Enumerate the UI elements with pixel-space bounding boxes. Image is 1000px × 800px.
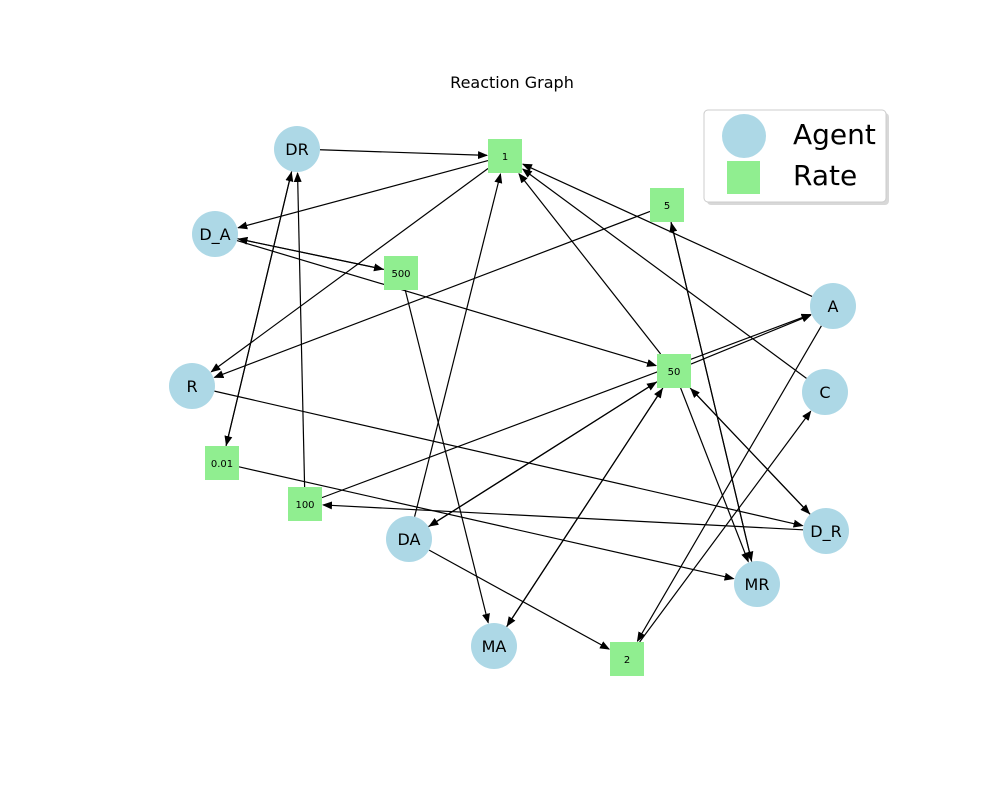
node-label: 1 [502,152,508,163]
legend-agent-marker [722,114,766,158]
agent-circle [810,283,856,329]
agent-node-D_A: D_A [192,211,238,257]
rate-box [288,487,322,521]
edges-layer [210,149,822,650]
agent-node-DA: DA [386,516,432,562]
edge-r100-to-A [321,313,812,499]
legend: Agent Rate [703,109,889,205]
edge-DR-to-r1 [319,149,489,160]
agent-node-DR: DR [274,126,320,172]
edge-DA-to-r2 [428,549,611,650]
legend-rate-marker [727,161,760,194]
rate-box [610,642,644,676]
rate-node-r50: 50 [657,354,691,388]
edge-r1-to-R [210,168,489,373]
node-label: R [186,377,197,396]
edge-r5-to-R [213,210,651,379]
rate-node-r2: 2 [610,642,644,676]
edge-r50-to-A [690,314,812,365]
edge-D_R-to-r50 [690,388,811,515]
node-label: MR [745,575,770,594]
edge-r100-to-DR [293,171,306,488]
edge-r50-to-MR [680,387,749,563]
node-label: DA [398,530,421,549]
edge-r50-to-r1 [518,173,662,355]
rate-node-r100: 100 [288,487,322,521]
rate-node-r001: 0.01 [205,446,239,480]
agent-circle [471,623,517,669]
node-label: 500 [391,269,410,280]
agent-circle [734,561,780,607]
edge-r001-to-DR [225,171,294,447]
rate-box [205,446,239,480]
node-label: 2 [624,655,630,666]
node-label: 0.01 [211,459,233,470]
agent-circle [274,126,320,172]
rate-box [650,188,684,222]
legend-rate-label: Rate [793,159,857,192]
agent-node-MR: MR [734,561,780,607]
edge-r2-to-C [639,410,812,643]
edge-MA-to-r50 [506,387,663,628]
rate-node-r5: 5 [650,188,684,222]
agent-node-A: A [810,283,856,329]
agent-circle [386,516,432,562]
legend-agent-label: Agent [793,118,876,151]
graph-title: Reaction Graph [450,73,574,92]
node-label: MA [482,637,507,656]
node-label: 50 [668,367,681,378]
edge-DA-to-r1 [414,172,503,517]
agent-node-C: C [802,369,848,415]
edge-MR-to-r5 [669,222,753,562]
edge-r001-to-MR [238,466,735,581]
node-label: DR [285,140,308,159]
agent-circle [802,369,848,415]
node-label: 5 [664,201,670,212]
agent-circle [169,363,215,409]
node-label: C [819,383,830,402]
edge-R-to-D_R [214,390,804,528]
node-label: D_R [810,522,841,542]
edge-C-to-r1 [522,168,807,379]
nodes-layer: DR D_A R DA MA MR D_R C A 1 5 500 50 0.01 100 2 [169,126,856,676]
edge-r500-to-D_A [237,236,385,271]
agent-node-MA: MA [471,623,517,669]
rate-node-r500: 500 [384,256,418,290]
agent-circle [803,508,849,554]
rate-node-r1: 1 [488,139,522,173]
node-label: 100 [295,500,314,511]
node-label: D_A [199,225,230,245]
rate-box [384,256,418,290]
edge-A-to-r1 [522,163,813,297]
rate-box [488,139,522,173]
edge-r1-to-D_A [237,159,489,230]
edge-DA-to-r50 [428,381,657,528]
rate-box [657,354,691,388]
node-label: A [828,297,839,316]
edge-A-to-r2 [636,325,822,642]
edge-r500-to-MA [404,289,490,624]
edge-D_A-to-r50 [236,240,657,367]
agent-node-D_R: D_R [803,508,849,554]
edge-D_R-to-r100 [321,501,804,531]
agent-node-R: R [169,363,215,409]
agent-circle [192,211,238,257]
